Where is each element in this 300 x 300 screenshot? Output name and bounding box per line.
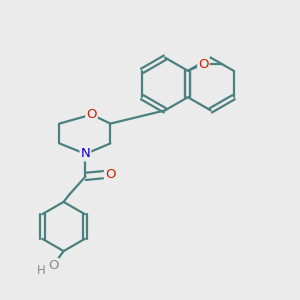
Text: N: N [81,147,90,161]
Text: O: O [198,58,209,71]
Text: O: O [86,108,97,121]
Text: O: O [48,259,58,272]
Text: O: O [105,167,115,181]
Text: H: H [37,264,46,278]
